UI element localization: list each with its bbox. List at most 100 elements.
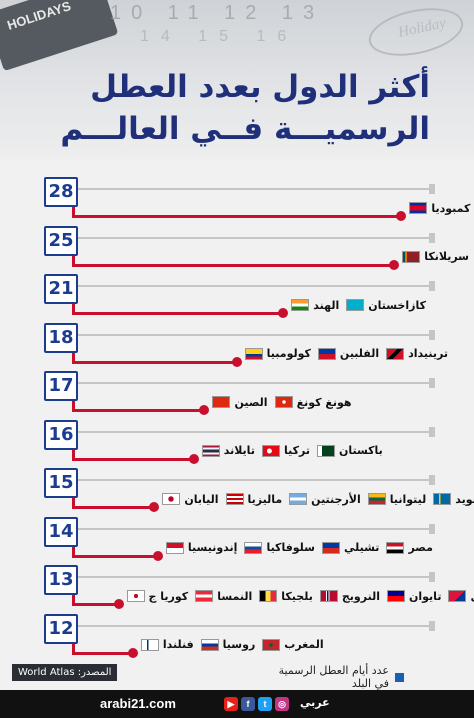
country-name: كازاخستان [368,298,426,312]
value-line [72,603,119,606]
value-connector [72,202,75,217]
track-endcap [429,378,435,388]
instagram-icon[interactable]: ◎ [275,697,289,711]
value-badge: 28 [44,177,78,207]
country-name: مصر [408,541,433,554]
country-item: ماليزيا [225,492,283,506]
colombia-flag-icon [244,347,263,360]
kazakhstan-flag-icon [346,299,365,311]
value-connector [72,250,75,266]
country-name: تايوان [409,589,442,603]
value-dot [127,647,138,658]
country-name: المغرب [284,638,324,651]
argentina-flag-icon [289,493,308,505]
country-name: الفلبين [339,347,380,360]
norway-flag-icon [319,590,338,602]
chart-row: 17 الصين هونغ كونغ [0,368,474,415]
country-name: سريلانكا [424,250,469,263]
country-item: النمسا [195,590,252,603]
chart-row: 28 كمبوديا [0,174,474,221]
title-line: أكثر الدول بعدد العطل [90,69,430,105]
country-group: الهند كازاخستان [291,296,426,314]
value-badge: 13 [44,565,78,595]
country-name: ماليزيا [247,492,283,506]
country-item: سريلانكا [402,250,469,263]
country-name: تايلاند [223,444,255,457]
track-endcap [429,572,435,582]
pakistan-flag-icon [316,444,335,457]
chart-row: 18 كولومبيا الفلبين ترينيداد [0,320,474,367]
country-group: اليابان ماليزيا الأرجنتين ليتوانيا السويد [162,490,474,508]
source-label: المصدر: World Atlas [12,664,118,681]
chart-row: 15 اليابان ماليزيا الأرجنتين ليتوانيا السويد [0,465,474,512]
value-badge: 15 [44,468,78,498]
value-badge: 16 [44,419,78,450]
morocco-flag-icon [262,638,281,651]
track-endcap [429,184,435,194]
calendar-numbers: 10 11 12 13 [110,2,325,24]
country-name: إندونيسيا [187,541,238,554]
value-connector [72,347,75,363]
track-endcap [429,523,435,534]
value-connector [72,396,75,411]
title-line: الرسميـــة فــي العالـــم [60,111,430,147]
country-item: الفلبين [317,347,380,360]
row-track [72,624,434,627]
chart-row: 14 إندونيسيا سلوفاكيا تشيلي مصر [0,514,474,561]
value-connector [72,541,75,557]
country-group: إندونيسيا سلوفاكيا تشيلي مصر [165,539,433,557]
youtube-icon[interactable]: ▶ [224,697,238,711]
country-item: ترينيداد [386,347,448,360]
country-name: الهند [313,298,340,312]
legend: عدد أيام العطل الرسمية في البلد [269,664,404,690]
country-name: كوريا ج [148,589,189,603]
value-connector [72,444,75,460]
country-item: سلوفاكيا [244,541,315,554]
country-item: تايوان [387,590,441,603]
country-item: كولومبيا [244,347,311,360]
chart-row: 25 سريلانكا [0,223,474,270]
value-dot [199,405,210,415]
country-name: السويد [455,492,474,506]
twitter-icon[interactable]: t [258,697,272,711]
row-track [72,576,434,578]
chart-row: 13 كوريا ج النمسا بلجيكا النرويج تايوان نيبال [0,562,474,609]
country-name: بلجيكا [281,589,313,603]
country-item: الصين [212,396,268,409]
country-item: الأرجنتين [289,493,361,506]
country-name: روسيا [222,638,256,651]
value-dot [231,356,242,367]
thailand-flag-icon [201,444,220,457]
track-endcap [429,329,435,340]
country-item: اليابان [162,493,219,506]
row-track [72,236,434,239]
country-name: نيبال [470,590,474,603]
facebook-icon[interactable]: f [241,697,255,711]
value-line [72,651,133,655]
holidays-chart: 28 كمبوديا 25 سريلانكا 21 الهند كازاخستان 18 كول… [0,160,474,680]
country-name: كولومبيا [266,347,311,360]
row-track [72,430,434,433]
track-endcap [429,426,435,437]
footer-bar: arabi21.com ▶ f t ◎ عربي [0,690,474,718]
brand-logo: عربي [300,696,330,709]
value-line [72,554,158,558]
country-group: كمبوديا [409,199,470,217]
value-badge: 25 [44,225,78,256]
row-track [72,188,434,190]
country-item: تايلاند [201,444,255,457]
country-group: الصين هونغ كونغ [212,393,418,411]
value-connector [72,493,75,508]
indonesia-flag-icon [165,541,184,554]
country-group: كوريا ج النمسا بلجيكا النرويج تايوان نيبال [126,587,474,605]
sweden-flag-icon [433,493,452,505]
belgium-flag-icon [259,590,278,602]
country-name: فنلندا [162,638,194,651]
value-connector [72,590,75,605]
site-link[interactable]: arabi21.com [100,696,176,711]
value-line [72,312,284,315]
legend-swatch [395,672,404,682]
country-item: المغرب [262,638,324,651]
country-item: تشيلي [322,541,379,554]
page-title: أكثر الدول بعدد العطل الرسميـــة فــي ال… [50,66,430,150]
